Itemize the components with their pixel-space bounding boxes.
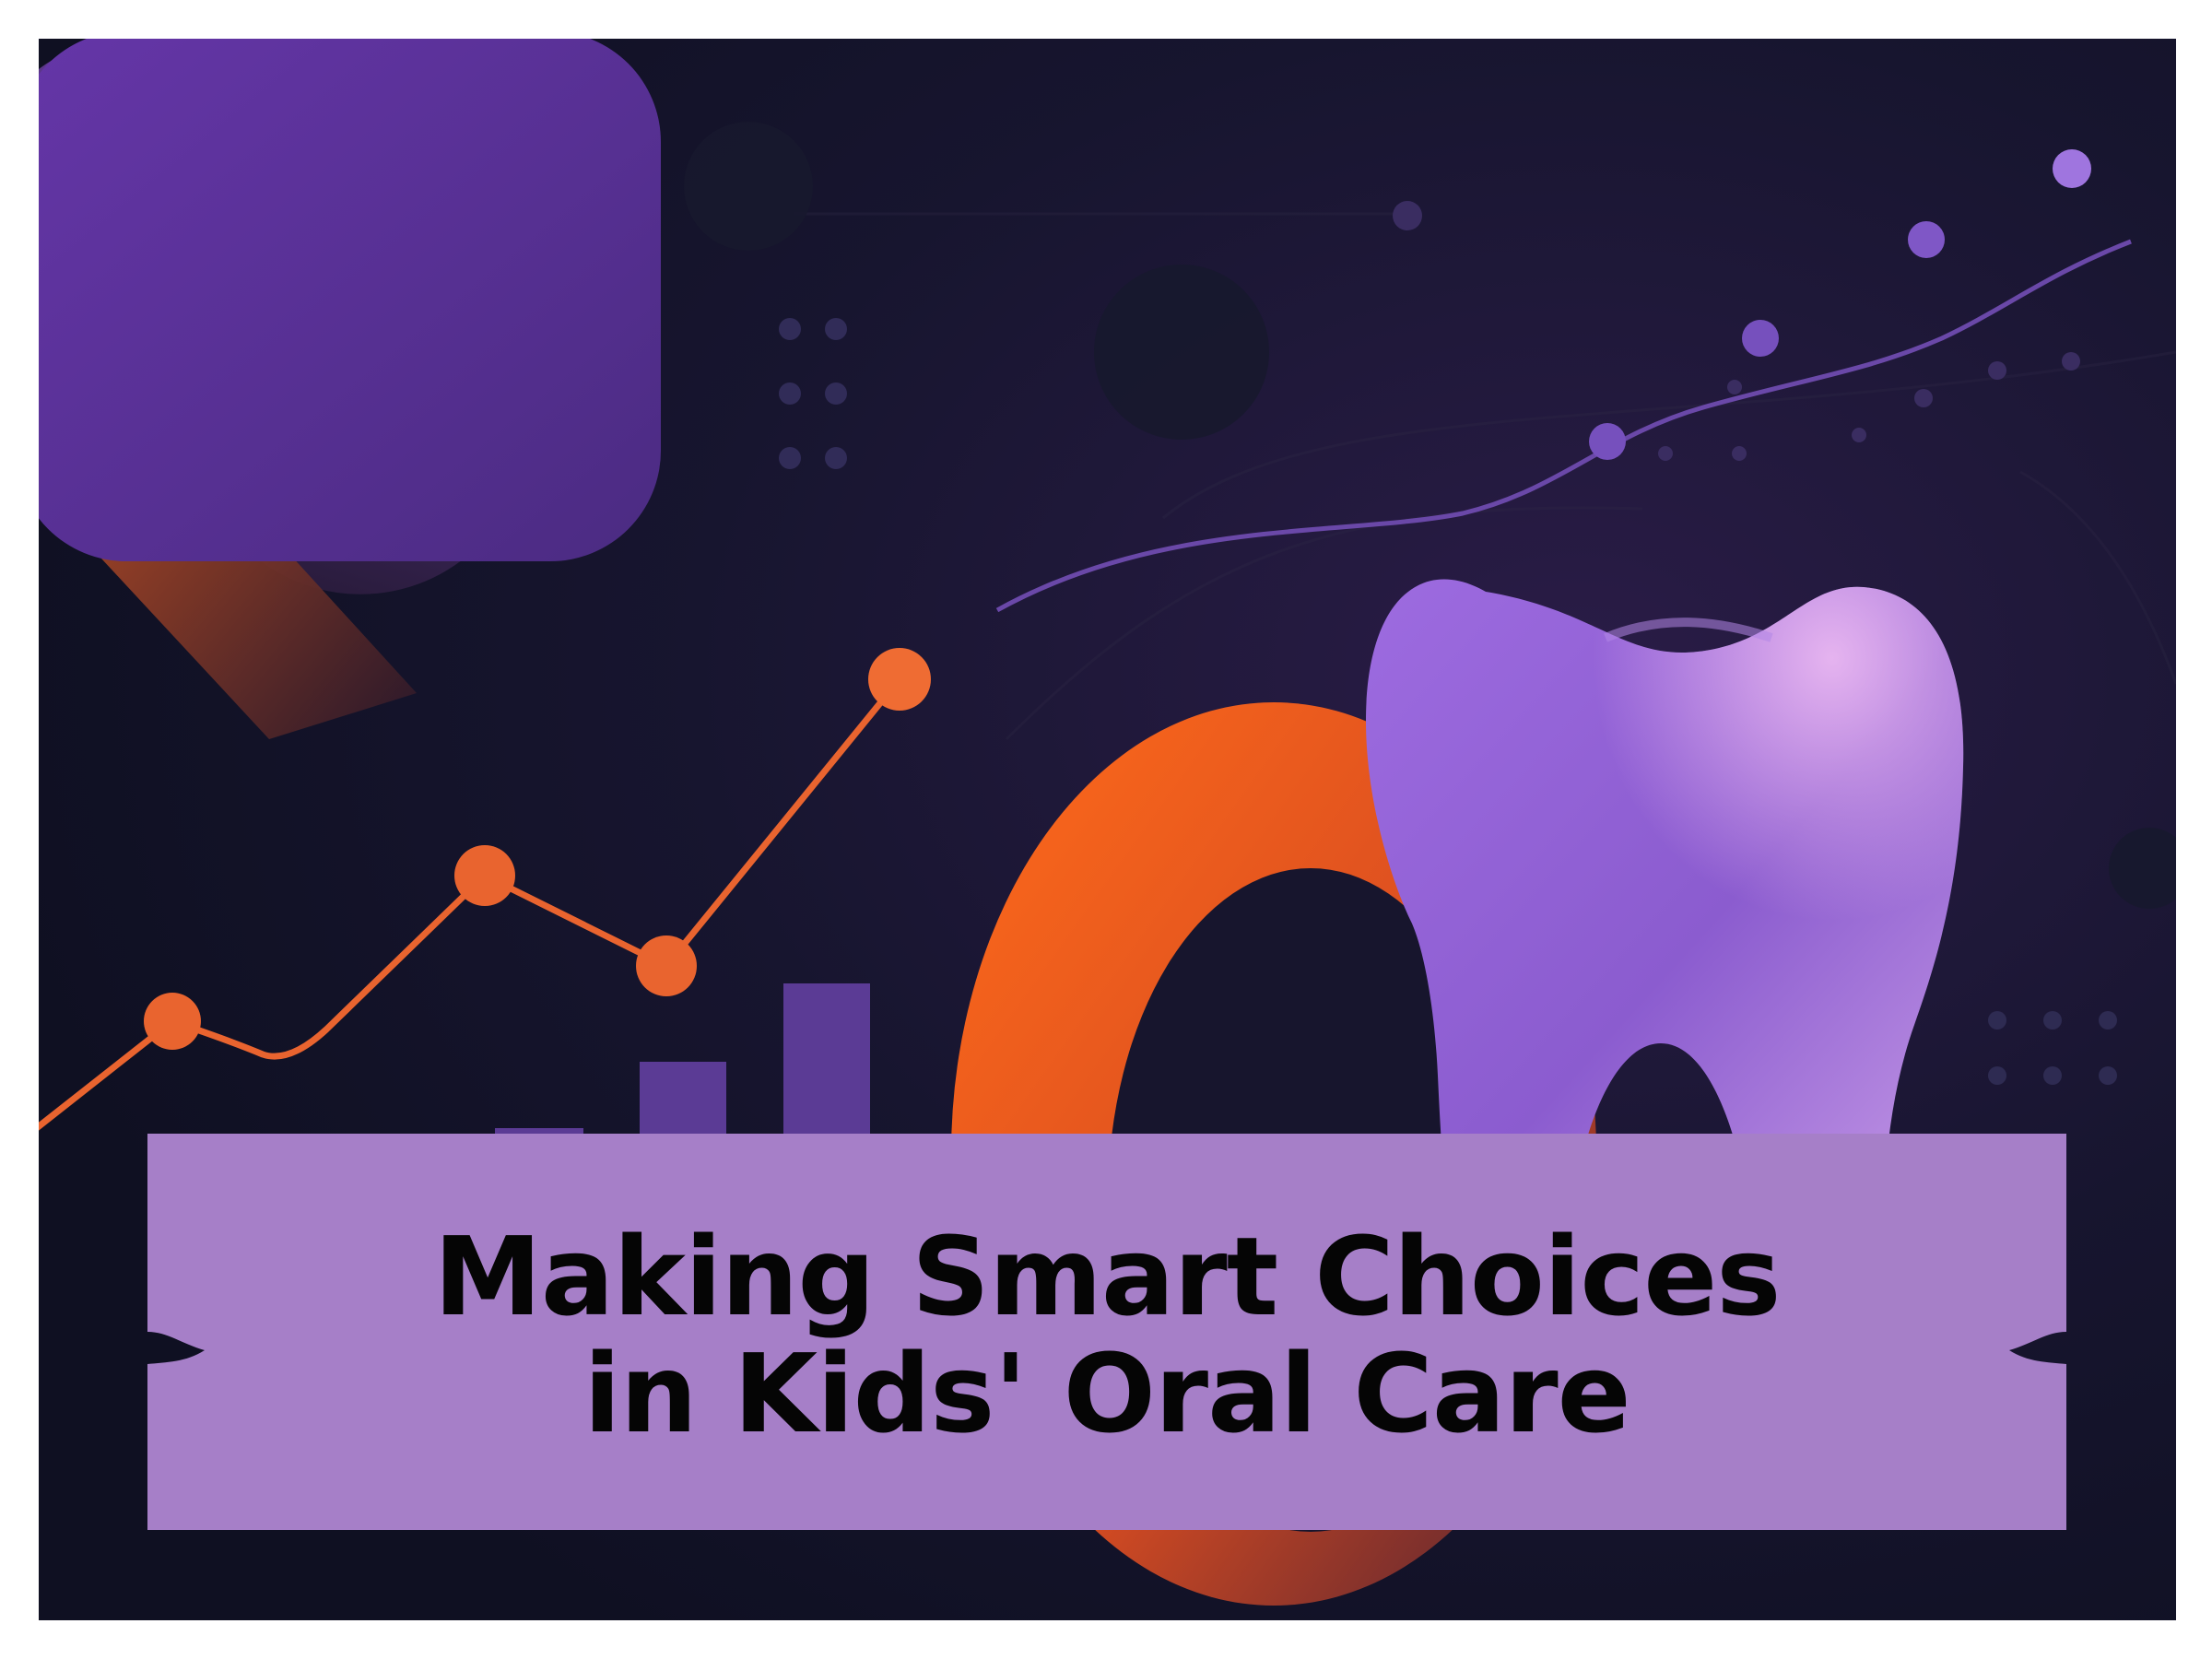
tooth-icon: [1366, 579, 1964, 1237]
orange-trend-line: [39, 648, 931, 1131]
scattered-dots: [1393, 201, 2080, 461]
dot-grid-left: [779, 318, 847, 469]
purple-trend-line: [995, 149, 2132, 613]
title-line-2: in Kids' Oral Care: [583, 1330, 1630, 1457]
background-lines: [794, 212, 2176, 741]
dot-grid-right: [1988, 1011, 2117, 1085]
title-banner: Making Smart Choices in Kids' Oral Care: [147, 1134, 2066, 1530]
title-banner-shape: [147, 1134, 2066, 1530]
illustration-svg: [39, 39, 2176, 1620]
title-line-1: Making Smart Choices: [433, 1212, 1781, 1340]
dark-circles: [684, 122, 2176, 909]
floating-pill-shape: [39, 39, 661, 739]
dental-illustration: [39, 39, 2176, 1620]
page-title: Making Smart Choices in Kids' Oral Care: [433, 1211, 1781, 1457]
